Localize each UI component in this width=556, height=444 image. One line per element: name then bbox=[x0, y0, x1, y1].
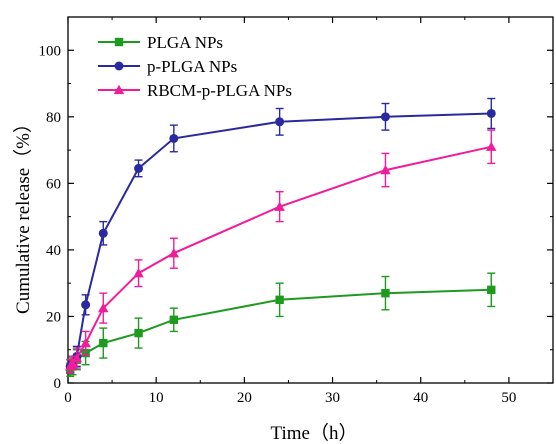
series-layer bbox=[65, 97, 497, 378]
x-tick-label: 20 bbox=[237, 390, 252, 406]
data-point bbox=[274, 201, 285, 211]
legend: PLGA NPs p-PLGA NPs RBCM-p-PLGA NPs bbox=[98, 33, 292, 100]
data-point bbox=[487, 285, 496, 295]
data-point bbox=[81, 300, 91, 310]
data-point bbox=[98, 302, 109, 313]
y-tick-label: 40 bbox=[46, 243, 61, 259]
data-point bbox=[133, 268, 144, 278]
x-tick-label: 40 bbox=[413, 390, 428, 406]
x-tick-label: 0 bbox=[64, 390, 72, 406]
data-point bbox=[169, 133, 179, 143]
y-tick-label: 0 bbox=[54, 376, 62, 392]
data-point bbox=[80, 337, 91, 348]
data-point bbox=[275, 295, 284, 305]
legend-label: PLGA NPs bbox=[147, 33, 223, 52]
plot-area: 0 10 20 30 40 50 0 20 40 60 80 100 bbox=[39, 16, 554, 406]
legend-swatch-marker bbox=[113, 84, 125, 95]
legend-item-2: p-PLGA NPs bbox=[98, 57, 237, 76]
series-1 bbox=[66, 272, 496, 378]
legend-item-1: PLGA NPs bbox=[98, 33, 223, 52]
data-point bbox=[486, 108, 496, 118]
data-point bbox=[381, 288, 390, 298]
legend-swatch-marker bbox=[114, 61, 124, 71]
legend-item-3: RBCM-p-PLGA NPs bbox=[98, 81, 292, 100]
x-tick-label: 10 bbox=[149, 390, 164, 406]
data-point bbox=[486, 141, 497, 151]
data-point bbox=[71, 352, 83, 363]
series-2 bbox=[65, 97, 496, 374]
data-point bbox=[134, 163, 144, 173]
legend-label: p-PLGA NPs bbox=[147, 57, 237, 76]
data-point bbox=[168, 248, 180, 258]
data-point bbox=[99, 338, 108, 348]
y-tick-label: 80 bbox=[46, 110, 61, 126]
x-tick-label: 30 bbox=[325, 390, 340, 406]
data-point bbox=[380, 164, 391, 175]
data-point bbox=[67, 357, 78, 368]
data-point bbox=[134, 328, 143, 338]
legend-label: RBCM-p-PLGA NPs bbox=[147, 81, 292, 100]
y-axis-title: Cumulative release（%） bbox=[12, 114, 34, 314]
data-point bbox=[275, 117, 285, 127]
series-line bbox=[69, 112, 492, 367]
y-tick-label: 100 bbox=[39, 43, 62, 59]
data-point bbox=[380, 112, 390, 122]
plot-frame bbox=[67, 16, 554, 384]
y-tick-label: 60 bbox=[46, 176, 61, 192]
data-point bbox=[98, 228, 108, 238]
x-axis-title: Time（h） bbox=[271, 422, 358, 444]
legend-swatch-marker bbox=[114, 37, 124, 47]
series-3 bbox=[65, 129, 497, 374]
y-tick-label: 20 bbox=[46, 309, 61, 325]
data-point bbox=[169, 315, 179, 324]
x-tick-label: 50 bbox=[501, 390, 516, 406]
